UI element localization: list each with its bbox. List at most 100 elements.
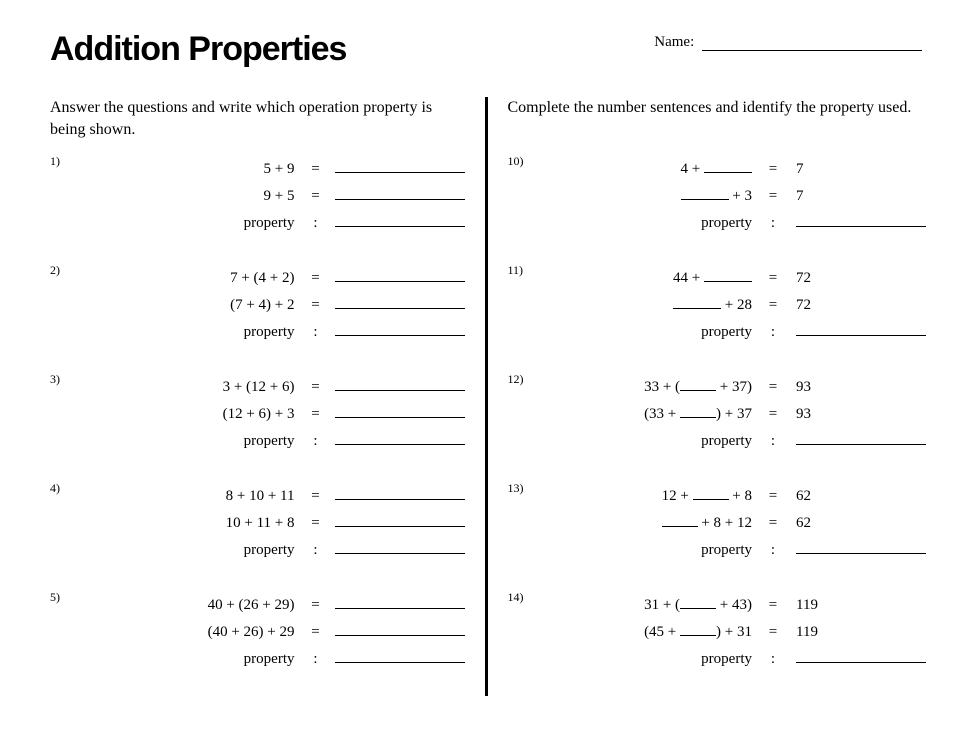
answer-slot (325, 597, 465, 614)
problem: 14)31 + ( + 43)=119(45 + ) + 31=119prope… (508, 587, 923, 668)
problem-number: 3) (50, 369, 76, 387)
property-blank[interactable] (335, 553, 465, 554)
right-instructions: Complete the number sentences and identi… (508, 97, 923, 141)
problem: 3)3 + (12 + 6)=(12 + 6) + 3=property: (50, 369, 465, 450)
answer-slot (325, 324, 465, 341)
answer-blank[interactable] (335, 281, 465, 282)
right-column: Complete the number sentences and identi… (488, 97, 923, 696)
property-label: property (76, 542, 307, 559)
fill-blank[interactable] (704, 172, 752, 173)
header: Addition Properties Name: (50, 30, 922, 69)
fill-blank[interactable] (704, 281, 752, 282)
colon: : (307, 542, 325, 559)
expression: 33 + ( + 37) (534, 379, 765, 396)
name-blank[interactable] (702, 50, 922, 51)
equals: = (764, 297, 782, 314)
problem-number: 12) (508, 369, 534, 387)
answer-blank[interactable] (335, 635, 465, 636)
answer-blank[interactable] (335, 608, 465, 609)
answer-blank[interactable] (335, 390, 465, 391)
answer-blank[interactable] (335, 499, 465, 500)
property-blank[interactable] (796, 662, 926, 663)
expression: 12 + + 8 (534, 488, 765, 505)
expression: 40 + (26 + 29) (76, 597, 307, 614)
colon: : (307, 651, 325, 668)
answer-slot (325, 297, 465, 314)
answer-slot (325, 215, 465, 232)
fill-blank[interactable] (680, 635, 716, 636)
page-title: Addition Properties (50, 30, 346, 69)
fill-blank[interactable] (681, 199, 729, 200)
problem-number: 5) (50, 587, 76, 605)
problem: 5)40 + (26 + 29)=(40 + 26) + 29=property… (50, 587, 465, 668)
worksheet-page: Addition Properties Name: Answer the que… (0, 0, 972, 716)
answer-blank[interactable] (335, 526, 465, 527)
answer-slot (325, 542, 465, 559)
result: 7 (782, 188, 922, 205)
answer-slot (782, 542, 922, 559)
expression: 31 + ( + 43) (534, 597, 765, 614)
property-blank[interactable] (796, 553, 926, 554)
equals: = (764, 597, 782, 614)
fill-blank[interactable] (673, 308, 721, 309)
colon: : (307, 324, 325, 341)
colon: : (764, 324, 782, 341)
answer-blank[interactable] (335, 308, 465, 309)
result: 119 (782, 624, 922, 641)
problem-number: 11) (508, 260, 534, 278)
fill-blank[interactable] (662, 526, 698, 527)
result: 62 (782, 515, 922, 532)
colon: : (764, 651, 782, 668)
problem: 1)5 + 9=9 + 5=property: (50, 151, 465, 232)
answer-blank[interactable] (335, 199, 465, 200)
expression: 44 + (534, 270, 765, 287)
answer-slot (325, 270, 465, 287)
fill-blank[interactable] (680, 417, 716, 418)
property-blank[interactable] (335, 335, 465, 336)
result: 93 (782, 406, 922, 423)
equals: = (307, 379, 325, 396)
property-blank[interactable] (335, 662, 465, 663)
property-blank[interactable] (796, 226, 926, 227)
expression: (33 + ) + 37 (534, 406, 765, 423)
equals: = (307, 406, 325, 423)
property-blank[interactable] (796, 444, 926, 445)
property-label: property (76, 433, 307, 450)
equals: = (307, 488, 325, 505)
equals: = (307, 597, 325, 614)
answer-slot (325, 651, 465, 668)
equals: = (764, 161, 782, 178)
answer-blank[interactable] (335, 417, 465, 418)
columns: Answer the questions and write which ope… (50, 97, 922, 696)
expression: (45 + ) + 31 (534, 624, 765, 641)
problem-number: 1) (50, 151, 76, 169)
property-blank[interactable] (335, 444, 465, 445)
answer-slot (782, 324, 922, 341)
name-label: Name: (654, 34, 694, 50)
fill-blank[interactable] (693, 499, 729, 500)
colon: : (764, 215, 782, 232)
answer-blank[interactable] (335, 172, 465, 173)
expression: 9 + 5 (76, 188, 307, 205)
equals: = (307, 515, 325, 532)
expression: (12 + 6) + 3 (76, 406, 307, 423)
property-blank[interactable] (796, 335, 926, 336)
expression: + 28 (534, 297, 765, 314)
result: 72 (782, 270, 922, 287)
equals: = (764, 188, 782, 205)
problem-number: 14) (508, 587, 534, 605)
equals: = (307, 297, 325, 314)
result: 93 (782, 379, 922, 396)
property-label: property (76, 324, 307, 341)
problem: 13)12 + + 8=62 + 8 + 12=62property: (508, 478, 923, 559)
equals: = (307, 624, 325, 641)
equals: = (307, 188, 325, 205)
problem: 2)7 + (4 + 2)=(7 + 4) + 2=property: (50, 260, 465, 341)
result: 72 (782, 297, 922, 314)
fill-blank[interactable] (680, 608, 716, 609)
property-blank[interactable] (335, 226, 465, 227)
property-label: property (534, 324, 765, 341)
expression: 10 + 11 + 8 (76, 515, 307, 532)
fill-blank[interactable] (680, 390, 716, 391)
answer-slot (782, 433, 922, 450)
